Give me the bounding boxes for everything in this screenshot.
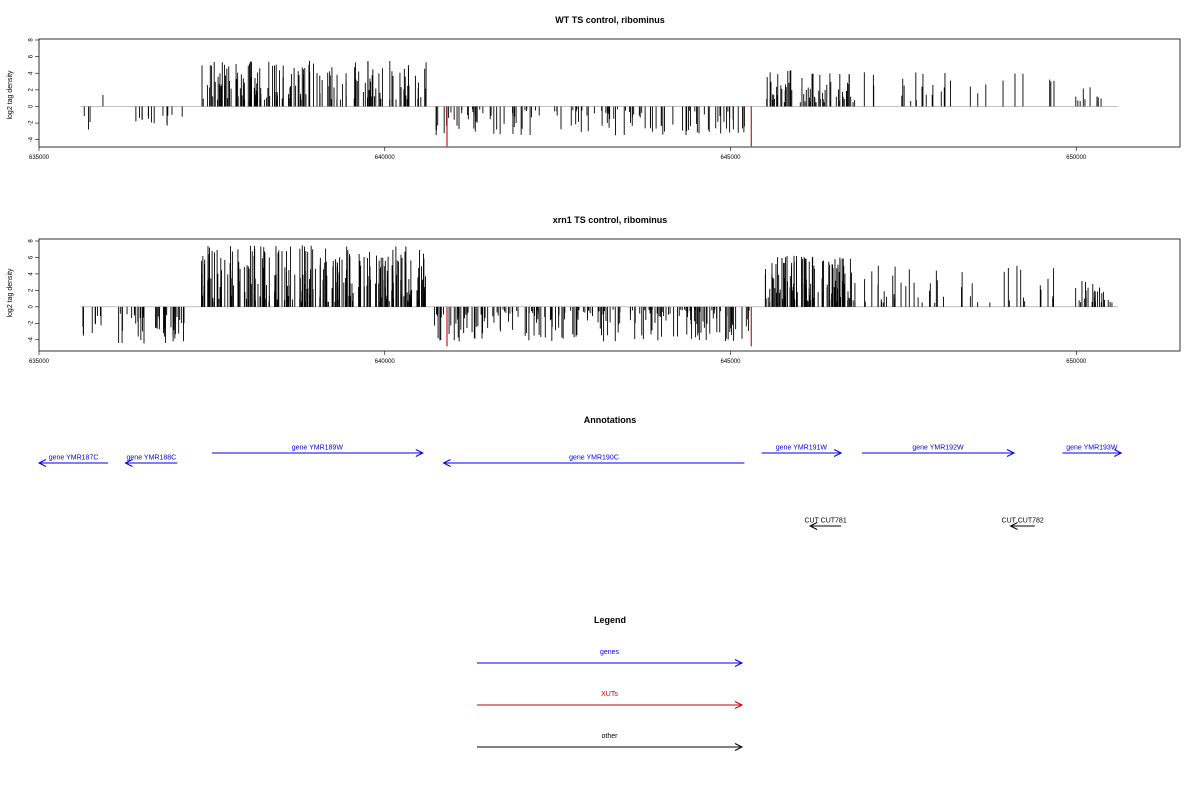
- feature-arrowhead: [1113, 449, 1123, 457]
- feature-label: gene YMR193W: [1066, 445, 1118, 452]
- x-tick-label: 635000: [29, 359, 50, 365]
- annotation-feature: gene YMR191W: [761, 445, 843, 457]
- x-tick-label: 640000: [375, 155, 396, 161]
- y-axis-label: log2 tag density: [7, 70, 14, 120]
- y-tick-label: -2: [29, 120, 35, 126]
- legend-arrowhead: [734, 701, 744, 709]
- y-tick-label: -2: [29, 320, 35, 326]
- x-tick-label: 635000: [29, 155, 50, 161]
- x-tick-label: 640000: [375, 359, 396, 365]
- feature-label: gene YMR189W: [292, 445, 344, 452]
- y-tick-label: 2: [29, 288, 35, 292]
- annotation-feature: gene YMR190C: [442, 455, 745, 467]
- legend-entry: other: [477, 733, 744, 751]
- feature-label: CUT CUT782: [1002, 518, 1044, 525]
- annotation-feature: CUT CUT782: [1002, 518, 1044, 530]
- axes: -4 -2 0 2 4 6 8 635000 640000 645000 650000: [29, 239, 1087, 365]
- feature-label: gene YMR190C: [569, 455, 619, 462]
- y-tick-label: -4: [29, 136, 35, 142]
- y-tick-label: 8: [29, 38, 35, 42]
- wt-density-panel: WT TS control, ribominus log2 tag densit…: [7, 15, 1181, 161]
- legend-entry: genes: [477, 649, 744, 667]
- feature-arrows: gene YMR187C gene YMR188C gene YMR189W gene…: [37, 445, 1123, 530]
- y-tick-label: 6: [29, 54, 35, 58]
- density-bars: [80, 60, 1118, 147]
- y-tick-label: 4: [29, 71, 35, 75]
- legend-entry: XUTs: [477, 691, 744, 709]
- legend-label: other: [602, 733, 619, 740]
- feature-label: gene YMR192W: [912, 445, 964, 452]
- y-tick-label: 0: [29, 305, 35, 309]
- feature-arrowhead: [442, 459, 451, 467]
- plot-frame: [38, 38, 1181, 148]
- annotation-feature: gene YMR192W: [861, 445, 1016, 457]
- feature-arrowhead: [1009, 522, 1018, 530]
- plot-frame: [38, 238, 1181, 352]
- panel-title: WT TS control, ribominus: [555, 15, 665, 25]
- panel-title: xrn1 TS control, ribominus: [553, 215, 668, 225]
- x-tick-label: 650000: [1066, 359, 1087, 365]
- legend-entries: genes XUTs other: [477, 649, 744, 751]
- y-tick-label: 2: [29, 88, 35, 92]
- feature-label: gene YMR191W: [776, 445, 828, 452]
- feature-label: gene YMR188C: [127, 455, 177, 462]
- annotation-feature: gene YMR193W: [1062, 445, 1123, 457]
- feature-label: gene YMR187C: [49, 455, 99, 462]
- legend-label: XUTs: [601, 691, 618, 698]
- y-tick-label: 4: [29, 272, 35, 276]
- y-tick-label: 8: [29, 239, 35, 243]
- legend-label: genes: [600, 649, 620, 656]
- feature-label: CUT CUT781: [804, 518, 846, 525]
- annotation-feature: gene YMR189W: [211, 445, 424, 457]
- axes: -4 -2 0 2 4 6 8 635000 640000 645000 650000: [29, 38, 1087, 161]
- density-bars: [80, 245, 1118, 347]
- x-tick-label: 645000: [720, 155, 741, 161]
- feature-arrowhead: [1006, 449, 1016, 457]
- annotations-title: Annotations: [584, 415, 637, 425]
- legend-arrowhead: [734, 743, 744, 751]
- legend: Legend genes XUTs other: [477, 615, 744, 751]
- annotations-track: Annotations gene YMR187C gene YMR188Cgene…: [37, 415, 1123, 530]
- feature-arrowhead: [808, 522, 818, 530]
- feature-arrowhead: [415, 449, 424, 457]
- legend-arrowhead: [734, 659, 744, 667]
- y-tick-label: 0: [29, 104, 35, 108]
- annotation-feature: CUT CUT781: [804, 518, 847, 530]
- y-tick-label: -4: [29, 336, 35, 342]
- feature-arrowhead: [37, 459, 47, 467]
- annotation-feature: gene YMR188C: [124, 455, 178, 467]
- xrn1-density-panel: xrn1 TS control, ribominus log2 tag dens…: [7, 215, 1181, 365]
- x-tick-label: 645000: [720, 359, 741, 365]
- y-axis-label: log2 tag density: [7, 268, 14, 318]
- annotation-feature: gene YMR187C: [37, 455, 109, 467]
- feature-arrowhead: [833, 449, 843, 457]
- x-tick-label: 650000: [1066, 155, 1087, 161]
- y-tick-label: 6: [29, 255, 35, 259]
- feature-arrowhead: [124, 459, 133, 467]
- legend-title: Legend: [594, 615, 626, 625]
